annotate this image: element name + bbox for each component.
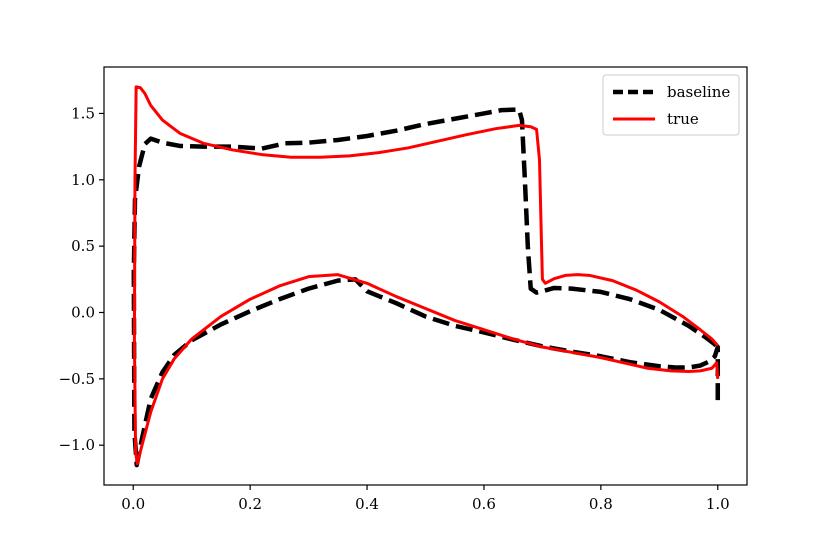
x-axis: 0.0 0.2 0.4 0.6 0.8 1.0 [121, 485, 730, 513]
x-tick-label: 0.0 [121, 495, 145, 513]
x-tick-label: 0.2 [238, 495, 262, 513]
y-tick-label: 1.5 [71, 104, 95, 122]
plot-area [103, 66, 748, 486]
y-axis: −1.0 −0.5 0.0 0.5 1.0 1.5 [59, 104, 104, 454]
x-tick-label: 0.8 [589, 495, 613, 513]
y-tick-label: 0.5 [71, 237, 95, 255]
y-tick-label: 0.0 [71, 303, 95, 321]
x-tick-label: 0.4 [355, 495, 379, 513]
x-tick-label: 0.6 [472, 495, 496, 513]
axes-frame [103, 66, 748, 486]
legend-label-true: true [667, 110, 699, 128]
y-tick-label: 1.0 [71, 171, 95, 189]
y-tick-label: −1.0 [59, 436, 95, 454]
legend: baseline true [602, 74, 740, 136]
y-tick-label: −0.5 [59, 370, 95, 388]
legend-label-baseline: baseline [667, 83, 730, 101]
series-line-baseline [131, 107, 721, 468]
series-line-true [132, 85, 720, 466]
x-tick-label: 1.0 [706, 495, 730, 513]
